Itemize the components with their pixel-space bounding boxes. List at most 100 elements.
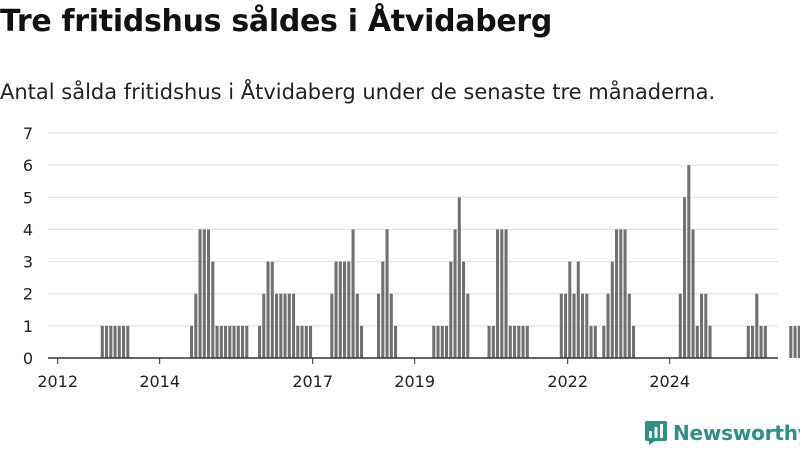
chart-title: Tre fritidshus såldes i Åtvidaberg: [0, 4, 553, 39]
y-tick-label: 1: [23, 317, 33, 336]
bar: [466, 293, 470, 358]
bar: [687, 165, 691, 358]
bar: [241, 325, 245, 358]
bar: [334, 261, 338, 358]
bar: [602, 325, 606, 358]
bar: [117, 325, 121, 358]
bar: [576, 261, 580, 358]
bar: [105, 325, 109, 358]
bar: [572, 293, 576, 358]
bar: [453, 229, 457, 358]
x-tick-label: 2022: [547, 372, 588, 391]
newsworthy-logo: Newsworthy: [645, 420, 800, 446]
bar: [283, 293, 287, 358]
bar: [292, 293, 296, 358]
y-tick-label: 3: [23, 253, 33, 272]
bar: [198, 229, 202, 358]
bar: [351, 229, 355, 358]
bar: [215, 325, 219, 358]
bar: [304, 325, 308, 358]
bar: [100, 325, 104, 358]
bar: [615, 229, 619, 358]
bar: [385, 229, 389, 358]
bar: [194, 293, 198, 358]
bar: [751, 325, 755, 358]
bar: [632, 325, 636, 358]
bar: [457, 197, 461, 358]
bar: [525, 325, 529, 358]
bar: [126, 325, 130, 358]
bar: [763, 325, 767, 358]
bar: [500, 229, 504, 358]
y-tick-label: 7: [23, 124, 33, 143]
bar: [691, 229, 695, 358]
bar: [581, 293, 585, 358]
bar: [610, 261, 614, 358]
bar: [708, 325, 712, 358]
bar: [266, 261, 270, 358]
bar: [704, 293, 708, 358]
bar: [755, 293, 759, 358]
chart-subtitle: Antal sålda fritidshus i Åtvidaberg unde…: [0, 80, 716, 104]
bar: [589, 325, 593, 358]
bar: [678, 293, 682, 358]
x-tick-label: 2019: [394, 372, 435, 391]
bar: [623, 229, 627, 358]
bar: [296, 325, 300, 358]
bar: [759, 325, 763, 358]
bar: [202, 229, 206, 358]
bar: [606, 293, 610, 358]
bar: [347, 261, 351, 358]
bar: [746, 325, 750, 358]
bar: [330, 293, 334, 358]
bar: [389, 293, 393, 358]
bar: [338, 261, 342, 358]
bar: [517, 325, 521, 358]
bar: [491, 325, 495, 358]
bar: [521, 325, 525, 358]
bar: [593, 325, 597, 358]
bar: [343, 261, 347, 358]
bar: [394, 325, 398, 358]
bar: [258, 325, 262, 358]
y-tick-label: 2: [23, 285, 33, 304]
bar: [355, 293, 359, 358]
x-tick-label: 2017: [292, 372, 333, 391]
bar: [513, 325, 517, 358]
bar: [262, 293, 266, 358]
bar: [436, 325, 440, 358]
bar: [270, 261, 274, 358]
x-tick-label: 2014: [139, 372, 180, 391]
newsworthy-logo-text: Newsworthy: [673, 421, 800, 445]
bar: [496, 229, 500, 358]
bar: [207, 229, 211, 358]
bar: [504, 229, 508, 358]
bar: [700, 293, 704, 358]
bar: [360, 325, 364, 358]
bar: [508, 325, 512, 358]
bar: [564, 293, 568, 358]
bar: [585, 293, 589, 358]
bar: [487, 325, 491, 358]
bar: [232, 325, 236, 358]
y-tick-label: 6: [23, 156, 33, 175]
bar: [228, 325, 232, 358]
bar: [300, 325, 304, 358]
bar: [559, 293, 563, 358]
bar: [287, 293, 291, 358]
bar: [224, 325, 228, 358]
bar: [449, 261, 453, 358]
y-tick-label: 4: [23, 220, 33, 239]
bar: [445, 325, 449, 358]
bar: [381, 261, 385, 358]
bar: [219, 325, 223, 358]
bar: [122, 325, 126, 358]
bar: [440, 325, 444, 358]
bar: [113, 325, 117, 358]
bar: [377, 293, 381, 358]
bar: [695, 325, 699, 358]
bar: [236, 325, 240, 358]
bar: [309, 325, 313, 358]
bar: [789, 325, 793, 358]
